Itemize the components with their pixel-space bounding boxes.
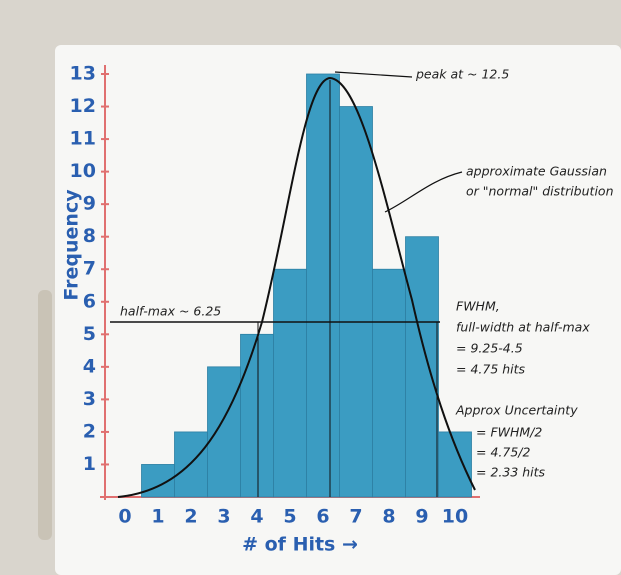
- annotation: FWHM,: [456, 299, 500, 314]
- bar: [273, 268, 307, 498]
- x-tick-label: 7: [349, 506, 362, 528]
- bar: [240, 333, 274, 498]
- annotation: Approx Uncertainty: [455, 403, 578, 418]
- x-tick-label: 6: [316, 506, 329, 528]
- x-tick-label: 10: [442, 506, 468, 528]
- annotation: = 2.33 hits: [476, 465, 546, 480]
- y-tick-label: 12: [70, 95, 96, 117]
- x-tick-label: 3: [217, 506, 230, 528]
- y-tick-label: 13: [70, 63, 96, 85]
- y-tick-label: 10: [70, 160, 96, 182]
- bar: [306, 73, 340, 498]
- annotation: full-width at half-max: [456, 320, 590, 335]
- x-tick-label: 1: [151, 506, 164, 528]
- y-axis-label: Frequency: [61, 189, 83, 301]
- annotation: = 4.75 hits: [456, 362, 526, 377]
- annotation: = FWHM/2: [476, 425, 542, 440]
- y-tick-label: 5: [83, 323, 96, 345]
- bar: [405, 236, 439, 498]
- bar: [207, 366, 241, 498]
- bar: [372, 268, 406, 498]
- y-tick-label: 3: [83, 388, 96, 410]
- bar: [339, 106, 373, 498]
- annotation: peak at ~ 12.5: [415, 67, 509, 82]
- x-tick-label: 5: [283, 506, 296, 528]
- y-tick-label: 9: [83, 193, 96, 215]
- x-axis-label: # of Hits →: [242, 534, 358, 556]
- annotation: or "normal" distribution: [466, 184, 614, 199]
- x-tick-label: 9: [415, 506, 428, 528]
- x-tick-label: 8: [382, 506, 395, 528]
- gaussian-arrow: [384, 171, 463, 213]
- x-tick-label: 0: [118, 506, 131, 528]
- annotation: half-max ~ 6.25: [120, 304, 221, 319]
- annotation: = 4.75/2: [476, 445, 530, 460]
- y-tick-label: 11: [70, 128, 96, 150]
- gaussian-curve: [117, 76, 476, 498]
- x-tick-label: 2: [184, 506, 197, 528]
- y-tick-label: 2: [83, 420, 96, 442]
- y-tick-label: 8: [83, 225, 96, 247]
- marker-tray: [38, 290, 52, 540]
- x-tick-label: 4: [250, 506, 263, 528]
- annotation: = 9.25-4.5: [456, 341, 523, 356]
- annotation: approximate Gaussian: [466, 164, 607, 179]
- bar: [174, 431, 208, 498]
- y-tick-label: 7: [83, 258, 96, 280]
- bar: [438, 431, 472, 498]
- y-tick-label: 6: [83, 290, 96, 312]
- peak-arrow: [334, 71, 413, 78]
- y-tick-label: 1: [83, 453, 96, 475]
- y-tick-label: 4: [83, 355, 96, 377]
